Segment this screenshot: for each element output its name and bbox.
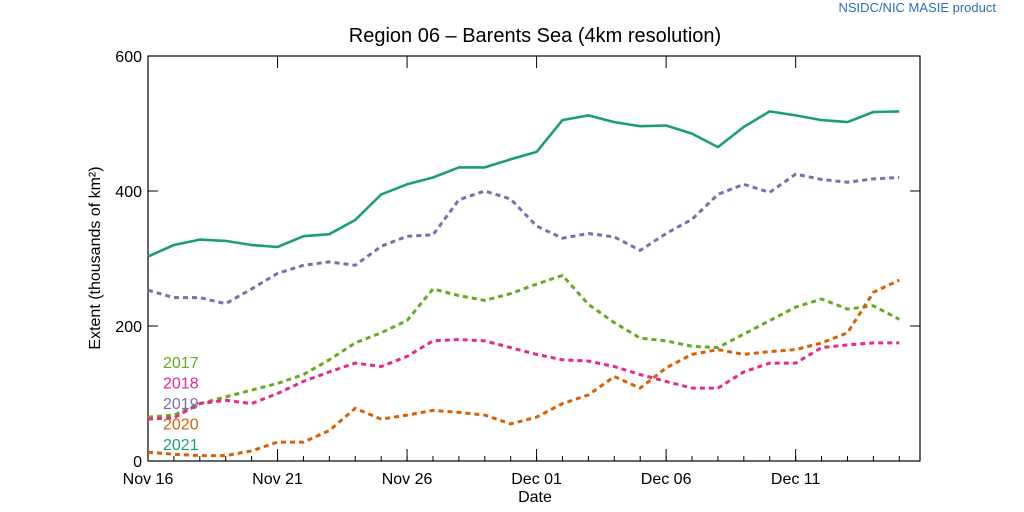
series-line-2018 (147, 338, 900, 421)
y-tick-label: 0 (133, 454, 142, 471)
y-tick-label: 400 (115, 184, 142, 201)
series-line-2017 (147, 273, 900, 419)
y-axis: 0 200 400 600 (115, 49, 920, 471)
x-axis: Nov 16 Nov 21 Nov 26 Dec 01 Dec 06 Dec 11 (123, 56, 900, 488)
x-tick-label: Nov 16 (123, 471, 174, 488)
legend: 2017 2018 2019 2020 2021 (163, 355, 199, 454)
legend-item-2020: 2020 (163, 417, 199, 434)
series-lines (147, 110, 900, 458)
legend-item-2021: 2021 (163, 437, 199, 454)
series-line-2020 (147, 278, 900, 458)
x-tick-label: Dec 11 (771, 471, 821, 488)
chart-title: Region 06 – Barents Sea (4km resolution) (349, 25, 721, 47)
y-tick-label: 600 (115, 49, 142, 66)
legend-item-2017: 2017 (163, 355, 199, 372)
credit-label: NSIDC/NIC MASIE product (838, 0, 997, 15)
x-tick-label: Dec 06 (641, 471, 692, 488)
series-line-2019 (147, 172, 900, 306)
legend-item-2018: 2018 (163, 376, 199, 393)
x-tick-label: Dec 01 (511, 471, 562, 488)
y-tick-label: 200 (115, 319, 142, 336)
x-tick-label: Nov 26 (382, 471, 433, 488)
plot-frame (147, 55, 921, 462)
series-line-2021 (147, 110, 900, 258)
legend-item-2019: 2019 (163, 396, 199, 413)
x-tick-label: Nov 21 (252, 471, 303, 488)
x-axis-label: Date (518, 489, 552, 506)
y-axis-label: Extent (thousands of km²) (87, 166, 104, 349)
